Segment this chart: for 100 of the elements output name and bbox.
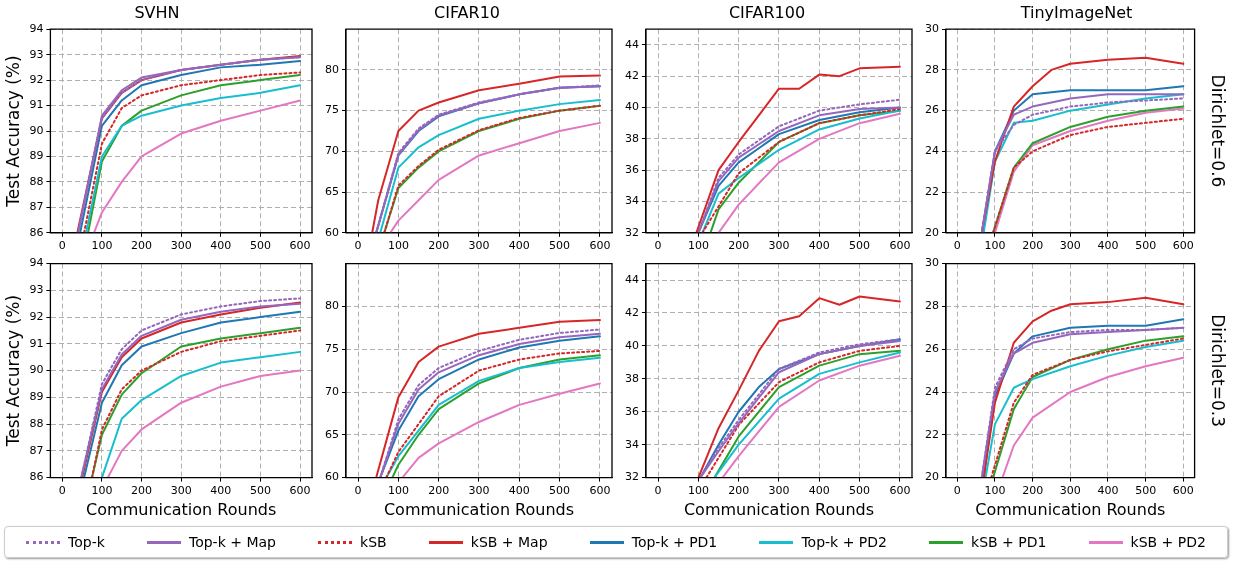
x-tick-label: 600 [889, 239, 911, 253]
y-tick-label: 94 [29, 256, 44, 270]
x-tick-label: 0 [953, 239, 961, 253]
y-tick-label: 90 [29, 123, 44, 137]
y-tick-label: 91 [29, 336, 44, 350]
x-tick-label: 600 [289, 239, 311, 253]
x-tick-label: 300 [1059, 239, 1081, 253]
x-tick-label: 600 [889, 484, 911, 498]
y-tick-label: 30 [925, 22, 939, 36]
x-tick-label: 500 [1135, 484, 1157, 498]
x-tick-label: 0 [654, 239, 662, 253]
x-tick-label: 0 [354, 239, 362, 253]
x-tick-label: 100 [984, 484, 1006, 498]
legend-label: kSB + PD2 [1130, 534, 1206, 550]
x-tick-label: 0 [354, 484, 362, 498]
x-tick-label: 300 [468, 239, 490, 253]
y-tick-label: 60 [325, 470, 339, 484]
x-tick-label: 0 [58, 239, 66, 253]
x-tick-label: 100 [687, 484, 709, 498]
y-tick-label: 92 [29, 72, 44, 86]
y-tick-label: 89 [29, 390, 44, 404]
y-tick-label: 87 [29, 200, 44, 214]
y-tick-label: 88 [29, 416, 44, 430]
y-tick-label: 65 [325, 427, 339, 441]
x-tick-label: 500 [849, 239, 871, 253]
x-tick-label: 100 [91, 239, 113, 253]
y-tick-label: 20 [925, 470, 939, 484]
y-tick-label: 44 [625, 272, 639, 286]
legend-label: Top-k + Map [188, 534, 276, 550]
legend-label: Top-k [68, 534, 105, 550]
chart-title: TinyImageNet [1019, 2, 1133, 22]
y-tick-label: 42 [625, 305, 639, 319]
y-tick-label: 90 [29, 363, 44, 377]
x-tick-label: 200 [1022, 239, 1044, 253]
y-tick-label: 38 [625, 371, 639, 385]
y2-axis-title: Dirichlet=0.3 [1208, 314, 1229, 427]
y-tick-label: 94 [29, 22, 44, 36]
y-tick-label: 40 [625, 338, 639, 352]
y-tick-label: 44 [625, 37, 639, 51]
x-tick-label: 500 [549, 239, 571, 253]
x-tick-label: 600 [289, 484, 311, 498]
x-tick-label: 300 [1059, 484, 1081, 498]
x-tick-label: 400 [1097, 484, 1119, 498]
x-axis-title: Communication Rounds [383, 499, 575, 519]
x-tick-label: 200 [131, 484, 153, 498]
x-tick-label: 0 [953, 484, 961, 498]
y-tick-label: 80 [325, 62, 339, 76]
y-tick-label: 93 [29, 47, 44, 61]
y-tick-label: 22 [925, 184, 939, 198]
x-tick-label: 0 [58, 484, 66, 498]
y-tick-label: 75 [325, 103, 339, 117]
chart-title: SVHN [134, 2, 180, 22]
x-tick-label: 0 [654, 484, 662, 498]
x-tick-label: 300 [170, 239, 192, 253]
x-tick-label: 400 [508, 484, 530, 498]
y-tick-label: 70 [325, 144, 339, 158]
y-tick-label: 65 [325, 184, 339, 198]
y-tick-label: 26 [925, 103, 939, 117]
y-tick-label: 22 [925, 427, 939, 441]
y-tick-label: 36 [625, 404, 639, 418]
y-tick-label: 34 [625, 437, 639, 451]
x-tick-label: 200 [131, 239, 153, 253]
y-tick-label: 24 [925, 384, 939, 398]
x-tick-label: 600 [1172, 484, 1194, 498]
x-tick-label: 300 [768, 484, 790, 498]
x-tick-label: 400 [1097, 239, 1119, 253]
x-tick-label: 500 [249, 239, 271, 253]
y-tick-label: 34 [625, 194, 639, 208]
y-tick-label: 20 [925, 225, 939, 239]
y-tick-label: 36 [625, 163, 639, 177]
x-tick-label: 100 [984, 239, 1006, 253]
chart-title: CIFAR10 [433, 2, 501, 22]
y-tick-label: 93 [29, 283, 44, 297]
x-tick-label: 400 [808, 239, 830, 253]
x-tick-label: 600 [589, 239, 611, 253]
y-tick-label: 32 [625, 225, 639, 239]
x-tick-label: 600 [1172, 239, 1194, 253]
y-tick-label: 40 [625, 100, 639, 114]
y-tick-label: 80 [325, 299, 339, 313]
x-tick-label: 400 [808, 484, 830, 498]
x-axis-title: Communication Rounds [975, 499, 1166, 519]
x-tick-label: 200 [428, 484, 450, 498]
legend-label: kSB + PD1 [971, 534, 1047, 550]
y-tick-label: 75 [325, 342, 339, 356]
y-tick-label: 89 [29, 149, 44, 163]
x-tick-label: 400 [210, 484, 232, 498]
legend-label: Top-k + PD1 [631, 534, 718, 550]
y-tick-label: 42 [625, 69, 639, 83]
y-tick-label: 70 [325, 384, 339, 398]
legend-label: kSB + Map [470, 534, 548, 550]
x-tick-label: 300 [170, 484, 192, 498]
y2-axis-title: Dirichlet=0.6 [1208, 74, 1229, 188]
y-tick-label: 24 [925, 144, 939, 158]
x-tick-label: 200 [428, 239, 450, 253]
x-tick-label: 300 [768, 239, 790, 253]
x-tick-label: 500 [849, 484, 871, 498]
x-tick-label: 500 [1135, 239, 1157, 253]
x-axis-title: Communication Rounds [683, 499, 875, 519]
y-tick-label: 92 [29, 309, 44, 323]
y-tick-label: 26 [925, 342, 939, 356]
